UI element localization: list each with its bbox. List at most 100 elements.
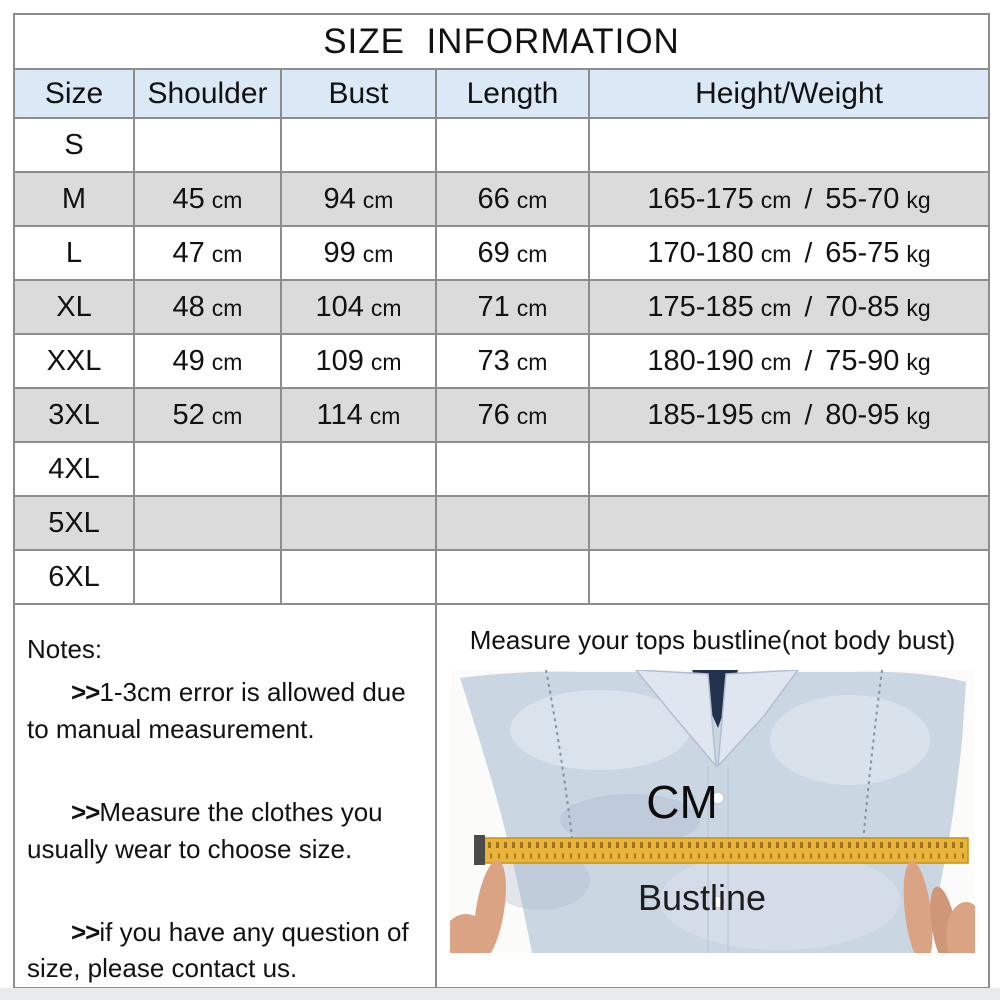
right-hand [903,861,933,965]
weight-range: 55-70 [825,182,900,215]
cm-label: CM [646,776,718,828]
value-number: 66 [477,182,510,215]
weight-unit: kg [906,240,931,267]
size-table: SIZE INFORMATION Size Shoulder Bust Leng… [12,13,991,990]
value-unit: cm [516,186,548,213]
value-unit: cm [211,402,243,429]
slash-separator: / [804,344,813,376]
page-title: SIZE INFORMATION [12,13,991,70]
value-number: 45 [172,182,205,215]
weight-unit: kg [906,402,931,429]
shirt-fold-shadow [490,850,591,910]
value-number: 48 [172,290,205,323]
shoulder-cell: 47 cm [133,225,282,281]
length-cell: 76 cm [435,387,590,443]
table-row-xxl: XXL 49 cm 109 cm 73 cm 180-190 cm/75-90 kg [13,333,991,389]
length-cell: 71 cm [435,279,590,335]
bust-cell [280,117,437,173]
slash-separator: / [804,398,813,430]
value-number: 71 [477,290,510,323]
size-cell: XXL [13,333,135,389]
weight-range: 70-85 [825,290,900,323]
measure-caption: Measure your tops bustline(not body bust… [469,625,956,655]
shirt-highlight [770,695,931,785]
shoulder-cell: 49 cm [133,333,282,389]
shoulder-cell [133,441,282,497]
length-cell: 73 cm [435,333,590,389]
height-weight-cell [587,117,991,173]
value-number: 94 [323,182,356,215]
size-cell: 6XL [13,549,135,605]
collar-flap-right [717,669,800,769]
table-row-l: L 47 cm 99 cm 69 cm 170-180 cm/65-75 kg [13,225,991,281]
note-item: >>Measure the clothes you usually wear t… [27,794,427,868]
height-unit: cm [760,240,792,267]
size-cell: S [13,117,135,173]
height-weight-cell [587,495,991,551]
value-unit: cm [211,240,243,267]
shoulder-cell [133,117,282,173]
table-header-row: Size Shoulder Bust Length Height/Weight [13,68,991,119]
height-range: 175-185 [647,290,754,323]
notes-panel: Notes: >>1-3cm error is allowed due to m… [13,602,437,990]
size-cell: 3XL [13,387,135,443]
shirt-highlight [510,690,691,770]
value-unit: cm [369,402,401,429]
value-number: 104 [315,290,364,323]
length-cell: 69 cm [435,225,590,281]
weight-range: 65-75 [825,236,900,269]
shoulder-cell: 52 cm [133,387,282,443]
col-header-bust: Bust [280,68,437,119]
value-unit: cm [516,402,548,429]
height-unit: cm [760,186,792,213]
height-weight-cell: 180-190 cm / 75-90 kg [587,333,991,389]
weight-unit: kg [906,294,931,321]
size-cell: 4XL [13,441,135,497]
note-item: >>1-3cm error is allowed due to manual m… [27,674,427,748]
value-number: 69 [477,236,510,269]
height-weight-cell: 185-195 cm / 80-95 kg [587,387,991,443]
value-unit: cm [516,294,548,321]
footer-row: Notes: >>1-3cm error is allowed due to m… [13,602,991,990]
measuring-tape [475,837,969,864]
col-header-size: Size [13,68,135,119]
col-header-height-weight: Height/Weight [587,68,991,119]
bust-cell [280,549,437,605]
note-bullet: >> [71,676,100,707]
shoulder-cell: 48 cm [133,279,282,335]
table-row-5xl: 5XL [13,495,991,551]
value-unit: cm [516,240,548,267]
value-unit: cm [516,348,548,375]
bust-cell: 104 cm [280,279,437,335]
bustline-photo: CM Bustline [442,669,987,970]
height-range: 165-175 [647,182,754,215]
shirt-fold-shadow [560,794,701,846]
size-cell: L [13,225,135,281]
value-number: 49 [172,344,205,377]
value-number: 114 [316,398,363,431]
value-number: 47 [172,236,205,269]
height-unit: cm [760,294,792,321]
shirt-button [711,791,725,805]
value-number: 73 [477,344,510,377]
note-text: Measure the clothes you usually wear to … [27,796,383,864]
table-row-6xl: 6XL [13,549,991,605]
size-cell: XL [13,279,135,335]
value-unit: cm [362,186,394,213]
measure-panel: Measure your tops bustline(not body bust… [434,602,991,990]
bottom-edge-strip [0,988,1000,1000]
shoulder-cell [133,495,282,551]
value-unit: cm [211,348,243,375]
armhole-seam-left [545,669,574,839]
armhole-seam-right [862,669,884,843]
shirt-button [711,895,725,909]
shirt-highlight [660,850,901,950]
value-number: 76 [477,398,510,431]
value-number: 109 [315,344,364,377]
height-unit: cm [760,348,792,375]
length-cell [435,441,590,497]
table-row-3xl: 3XL 52 cm 114 cm 76 cm 185-195 cm/80-95 kg [13,387,991,443]
collar-flap-left [634,669,717,769]
value-number: 52 [172,398,205,431]
